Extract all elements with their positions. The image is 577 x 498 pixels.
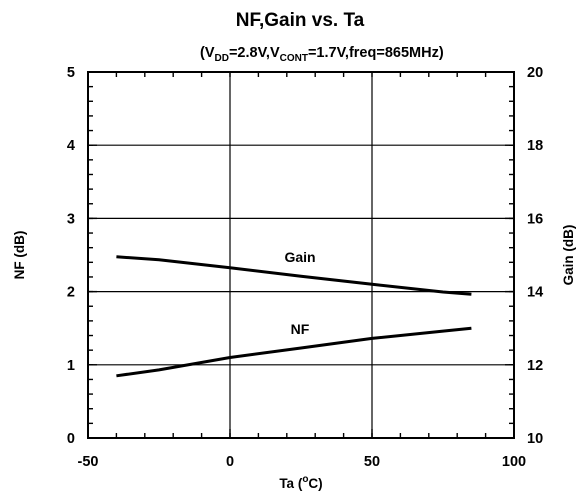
- series-line-nf: [116, 326, 472, 378]
- x-tick-label: 50: [364, 454, 380, 470]
- y-right-tick-label: 16: [527, 211, 543, 227]
- y-left-tick-label: 4: [67, 138, 75, 154]
- y-left-tick-label: 5: [67, 65, 75, 81]
- y-left-tick-label: 2: [67, 285, 75, 301]
- series-lines: [116, 255, 472, 378]
- grid-lines: [88, 72, 514, 438]
- chart-title: NF,Gain vs. Ta: [236, 10, 365, 31]
- y-left-tick-label: 3: [67, 211, 75, 227]
- series-line-gain: [116, 255, 472, 296]
- y-axis-label-right: Gain (dB): [561, 225, 576, 286]
- y-left-tick-label: 1: [67, 358, 75, 374]
- y-right-tick-label: 18: [527, 138, 543, 154]
- y-right-tick-label: 20: [527, 65, 543, 81]
- y-right-tick-label: 12: [527, 358, 543, 374]
- x-tick-label: -50: [78, 454, 99, 470]
- y-right-tick-label: 14: [527, 285, 543, 301]
- x-axis-label: Ta (oC): [279, 474, 322, 491]
- x-tick-label: 100: [502, 454, 526, 470]
- series-label-gain: Gain: [284, 249, 315, 265]
- chart-subtitle: (VDD=2.8V,VCONT=1.7V,freq=865MHz): [200, 45, 444, 64]
- y-axis-label-left: NF (dB): [12, 231, 27, 280]
- y-left-tick-label: 0: [67, 431, 75, 447]
- x-tick-label: 0: [226, 454, 234, 470]
- plot-frame: [87, 71, 515, 439]
- y-right-tick-label: 10: [527, 431, 543, 447]
- series-label-nf: NF: [291, 321, 310, 337]
